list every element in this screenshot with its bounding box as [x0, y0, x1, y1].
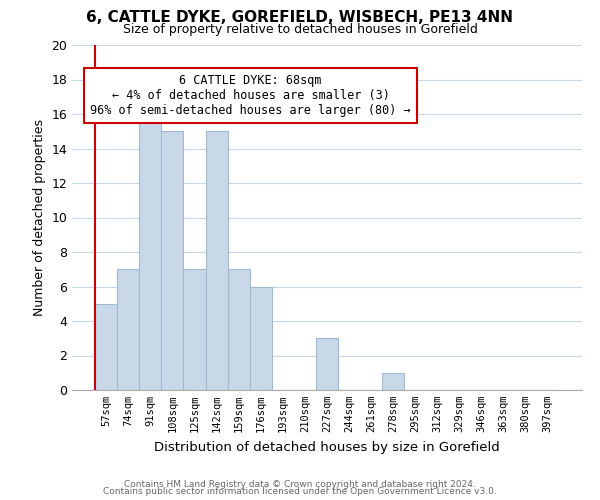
Bar	[206, 131, 227, 390]
Text: 6 CATTLE DYKE: 68sqm
← 4% of detached houses are smaller (3)
96% of semi-detache: 6 CATTLE DYKE: 68sqm ← 4% of detached ho…	[90, 74, 411, 118]
Bar	[184, 269, 206, 390]
Bar	[227, 269, 250, 390]
Bar	[95, 304, 117, 390]
Bar	[117, 269, 139, 390]
Bar	[382, 373, 404, 390]
Text: Size of property relative to detached houses in Gorefield: Size of property relative to detached ho…	[122, 22, 478, 36]
Bar	[161, 131, 184, 390]
Text: Contains public sector information licensed under the Open Government Licence v3: Contains public sector information licen…	[103, 487, 497, 496]
X-axis label: Distribution of detached houses by size in Gorefield: Distribution of detached houses by size …	[154, 440, 500, 454]
Bar	[316, 338, 338, 390]
Bar	[139, 97, 161, 390]
Bar	[250, 286, 272, 390]
Text: 6, CATTLE DYKE, GOREFIELD, WISBECH, PE13 4NN: 6, CATTLE DYKE, GOREFIELD, WISBECH, PE13…	[86, 10, 514, 25]
Text: Contains HM Land Registry data © Crown copyright and database right 2024.: Contains HM Land Registry data © Crown c…	[124, 480, 476, 489]
Y-axis label: Number of detached properties: Number of detached properties	[33, 119, 46, 316]
